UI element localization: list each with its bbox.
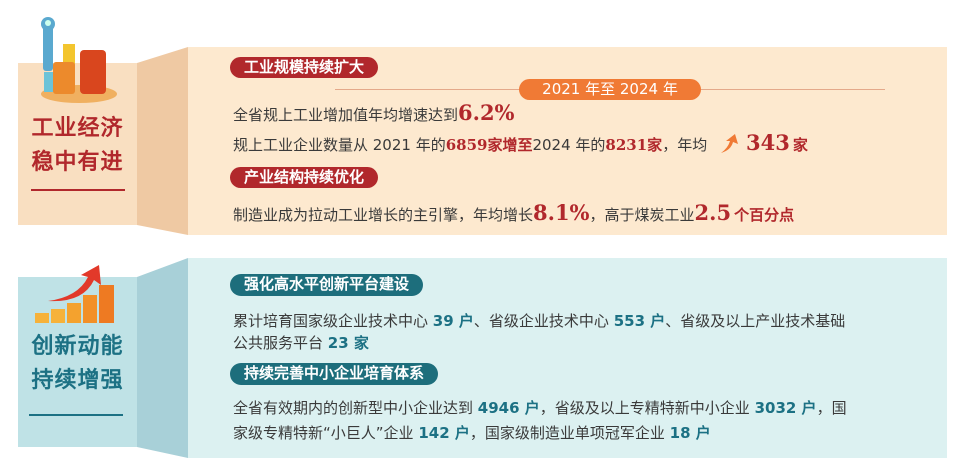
- growth-arrow-bars-icon: [35, 265, 114, 323]
- subheading-tag: 持续完善中小企业培育体系: [230, 363, 439, 385]
- text: 家: [792, 136, 808, 154]
- text: 家: [647, 136, 663, 154]
- text: 累计培育国家级企业技术中心: [233, 312, 429, 330]
- side-fold: [137, 47, 188, 235]
- text-line: 全省有效期内的创新型中小企业达到 4946 户，省级及以上专精特新中小企业 30…: [233, 398, 847, 418]
- value: 8.1%: [533, 200, 590, 225]
- title-underline: [29, 414, 123, 416]
- text-line: 家级专精特新“小巨人”企业 142 户，国家级制造业单项冠军企业 18 户: [233, 423, 711, 443]
- text: 2024 年的: [532, 136, 606, 154]
- text: ，省级及以上专精特新中小企业: [539, 399, 750, 417]
- text-line: 规上工业企业数量从 2021 年的6859家增至2024 年的8231家，年均 …: [233, 130, 808, 155]
- text: 、省级企业技术中心: [473, 312, 609, 330]
- text-line: 累计培育国家级企业技术中心 39 户、省级企业技术中心 553 户、省级及以上产…: [233, 311, 845, 331]
- period-badge: 2021 年至 2024 年: [519, 79, 701, 100]
- text: 公共服务平台: [233, 334, 324, 352]
- text: ，国: [816, 399, 847, 417]
- value: 3032 户: [754, 399, 817, 417]
- value: 6.2%: [458, 100, 515, 125]
- text: 个百分点: [734, 206, 795, 224]
- value: 343: [745, 130, 790, 155]
- value: 4946 户: [477, 399, 540, 417]
- title-line: 工业经济: [31, 116, 124, 141]
- main-panel: [188, 47, 947, 235]
- text: 全省规上工业增加值年均增速达到: [233, 106, 459, 124]
- text: 、省级及以上产业技术基础: [665, 312, 846, 330]
- value: 39 户: [432, 312, 474, 330]
- value: 6859家增至: [445, 136, 533, 154]
- value: 18 户: [669, 424, 711, 442]
- text-line: 全省规上工业增加值年均增速达到6.2%: [233, 100, 515, 125]
- text: 全省有效期内的创新型中小企业达到: [233, 399, 474, 417]
- text-line: 制造业成为拉动工业增长的主引擎，年均增长8.1%，高于煤炭工业2.5 个百分点: [233, 200, 795, 225]
- text: 制造业成为拉动工业增长的主引擎，年均增长: [233, 206, 534, 224]
- title-line: 稳中有进: [31, 150, 124, 175]
- wrench-bar-chart-icon: [41, 17, 117, 103]
- text: 规上工业企业数量从 2021 年的: [233, 136, 446, 154]
- value: 553 户: [613, 312, 666, 330]
- section-title: 创新动能 持续增强: [18, 330, 137, 398]
- value: 23 家: [327, 334, 369, 352]
- text: ，高于煤炭工业: [589, 206, 695, 224]
- subheading-tag: 产业结构持续优化: [230, 167, 379, 188]
- section-title: 工业经济 稳中有进: [18, 112, 137, 180]
- title-underline: [31, 189, 125, 191]
- text-line: 公共服务平台 23 家: [233, 333, 369, 353]
- text: ，年均: [662, 136, 708, 154]
- subheading-tag: 强化高水平创新平台建设: [230, 274, 424, 296]
- value: 8231: [605, 136, 648, 154]
- up-arrow-icon: [720, 134, 738, 153]
- value: 2.5: [694, 200, 732, 225]
- value: 142 户: [418, 424, 470, 442]
- text: 家级专精特新“小巨人”企业: [233, 424, 414, 442]
- title-line: 创新动能: [31, 334, 124, 359]
- text: ，国家级制造业单项冠军企业: [469, 424, 665, 442]
- side-fold: [137, 258, 188, 458]
- title-line: 持续增强: [31, 368, 124, 393]
- subheading-tag: 工业规模持续扩大: [230, 57, 379, 78]
